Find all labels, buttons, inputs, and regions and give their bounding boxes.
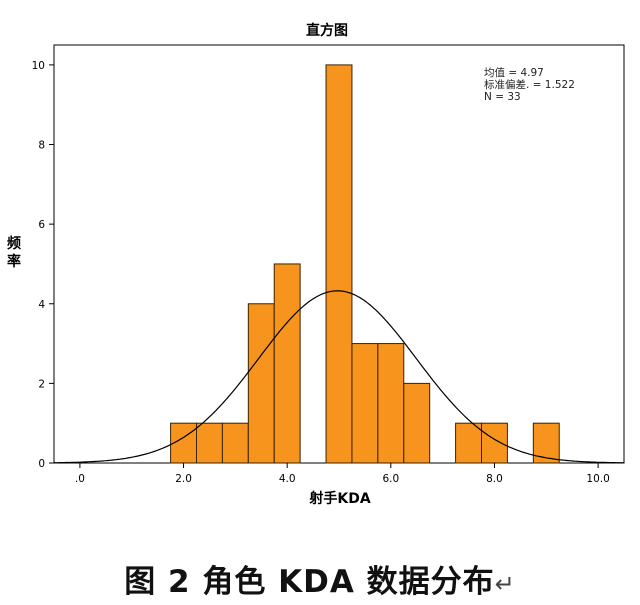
- stats-box: 均值 = 4.97 标准偏差. = 1.522 N = 33: [484, 66, 575, 103]
- histogram-bar-7: [351, 343, 379, 464]
- histogram-bar-8: [377, 343, 405, 464]
- y-axis-label-group: 频 率: [7, 235, 21, 270]
- stats-mean: 均值 = 4.97: [484, 66, 544, 79]
- y-tick-label-0: 0: [38, 458, 45, 470]
- histogram-bar-2: [196, 422, 223, 464]
- y-tick-label-2: 2: [38, 378, 45, 390]
- figure-caption: 图 2 角色 KDA 数据分布↵: [0, 556, 640, 601]
- y-axis-label-char-2: 率: [7, 253, 21, 270]
- y-tick-label-8: 8: [38, 140, 45, 152]
- y-tick-label-10: 10: [32, 60, 45, 72]
- x-tick-label-4: 4.0: [279, 473, 296, 485]
- normal-curve: [54, 290, 625, 464]
- y-tick-label-6: 6: [38, 219, 45, 231]
- histogram-bar-11: [481, 422, 508, 464]
- stats-sd: 标准偏差. = 1.522: [484, 78, 575, 91]
- x-axis-label: 射手KDA: [308, 490, 370, 507]
- histogram-bar-10: [455, 422, 483, 464]
- x-tick-label-2: 2.0: [175, 473, 192, 485]
- y-axis-label-char-1: 频: [7, 235, 21, 252]
- return-mark: ↵: [494, 570, 516, 598]
- histogram-bar-6: [325, 64, 353, 464]
- histogram-bar-12: [532, 422, 560, 464]
- histogram-bar-5: [273, 263, 301, 464]
- x-tick-label-8: 8.0: [486, 473, 503, 485]
- caption-text: 图 2 角色 KDA 数据分布: [124, 564, 495, 600]
- x-tick-label-6: 6.0: [382, 473, 399, 485]
- histogram-bar-4: [247, 303, 275, 464]
- stats-n: N = 33: [484, 91, 521, 103]
- histogram-bar-3: [221, 422, 249, 464]
- histogram-bar-9: [403, 382, 431, 464]
- y-tick-label-4: 4: [38, 299, 45, 311]
- x-tick-label-0: .0: [75, 473, 85, 485]
- x-tick-label-10: 10.0: [586, 473, 609, 485]
- chart-title: 直方图: [306, 22, 348, 39]
